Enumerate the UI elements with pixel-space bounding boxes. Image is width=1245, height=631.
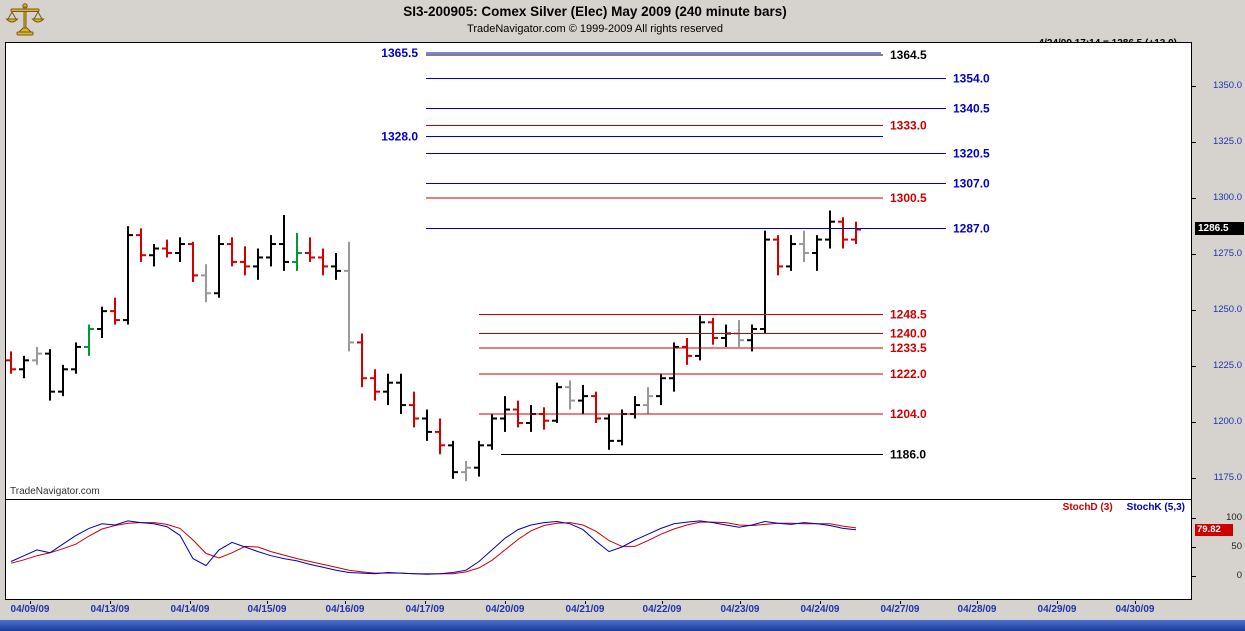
price-axis-label: 1350.0 xyxy=(1212,80,1242,92)
stochastic-lines xyxy=(10,520,857,575)
price-axis-label: 1250.0 xyxy=(1212,304,1242,316)
stoch-axis-tick xyxy=(1192,547,1196,548)
price-axis-label: 1300.0 xyxy=(1212,192,1242,204)
price-axis-tick xyxy=(1192,142,1196,144)
price-axis-label: 1225.0 xyxy=(1212,360,1242,372)
date-axis-tick xyxy=(1057,601,1058,604)
date-axis-tick xyxy=(190,601,191,604)
date-axis-label: 04/15/09 xyxy=(247,604,287,615)
price-axis-label: 1325.0 xyxy=(1212,136,1242,148)
stoch-axis-label: 0 xyxy=(1236,570,1242,581)
date-axis-tick xyxy=(505,601,506,604)
price-chart-canvas[interactable]: 1365.5 1364.5 1354.0 1340.5 1333.0 1328.0 1320… xyxy=(6,43,1191,499)
svg-text:1248.5: 1248.5 xyxy=(890,307,927,321)
date-axis-label: 04/17/09 xyxy=(405,604,445,615)
svg-text:1333.0: 1333.0 xyxy=(890,119,927,133)
date-axis-label: 04/16/09 xyxy=(325,604,365,615)
date-axis-tick xyxy=(662,601,663,604)
stochd-legend-label: StochD (3) xyxy=(1062,502,1113,513)
date-axis-tick xyxy=(267,601,268,604)
stoch-axis-label: 50 xyxy=(1231,541,1242,552)
stoch-axis-tick xyxy=(1192,518,1196,519)
date-axis-tick xyxy=(345,601,346,604)
stoch-value-badge: 79.82 xyxy=(1195,524,1233,536)
date-axis-label: 04/21/09 xyxy=(565,604,605,615)
trade-navigator-logo-icon xyxy=(5,3,45,36)
date-axis-label: 04/22/09 xyxy=(642,604,682,615)
stochastic-canvas[interactable] xyxy=(6,500,1191,599)
svg-text:1328.0: 1328.0 xyxy=(381,130,418,144)
price-axis-tick xyxy=(1192,198,1196,200)
svg-text:1204.0: 1204.0 xyxy=(890,407,927,421)
date-axis-tick xyxy=(425,601,426,604)
svg-text:1287.0: 1287.0 xyxy=(953,221,990,235)
price-axis-label: 1175.0 xyxy=(1213,471,1242,483)
date-axis-label: 04/29/09 xyxy=(1037,604,1077,615)
chart-subtitle: TradeNavigator.com © 1999-2009 All right… xyxy=(467,23,723,35)
price-axis-tick xyxy=(1192,86,1196,88)
date-axis-label: 04/28/09 xyxy=(957,604,997,615)
price-axis-label: 1200.0 xyxy=(1212,415,1242,427)
date-axis-tick xyxy=(110,601,111,604)
date-axis-label: 04/23/09 xyxy=(720,604,760,615)
stoch-axis-tick xyxy=(1192,576,1196,577)
svg-text:1300.5: 1300.5 xyxy=(890,191,927,205)
price-axis-tick xyxy=(1192,477,1196,479)
svg-text:1240.0: 1240.0 xyxy=(890,327,927,341)
date-axis-label: 04/20/09 xyxy=(485,604,525,615)
date-axis-label: 04/13/09 xyxy=(90,604,130,615)
price-chart-panel[interactable]: 1365.5 1364.5 1354.0 1340.5 1333.0 1328.0 1320… xyxy=(5,42,1192,500)
date-axis-tick xyxy=(977,601,978,604)
stochk-legend-label: StochK (5,3) xyxy=(1126,502,1185,513)
watermark: TradeNavigator.com xyxy=(10,486,100,497)
date-axis-tick xyxy=(900,601,901,604)
price-axis-tick xyxy=(1192,421,1196,423)
svg-text:1320.5: 1320.5 xyxy=(953,146,990,160)
date-axis-label: 04/27/09 xyxy=(880,604,920,615)
date-axis-label: 04/30/09 xyxy=(1115,604,1155,615)
svg-text:1186.0: 1186.0 xyxy=(890,447,926,461)
date-axis-tick xyxy=(30,601,31,604)
price-axis-tick xyxy=(1192,254,1196,256)
date-axis-label: 04/09/09 xyxy=(10,604,50,615)
ohlc-bars xyxy=(6,210,861,482)
date-axis-label: 04/14/09 xyxy=(170,604,210,615)
svg-text:1307.0: 1307.0 xyxy=(953,177,990,191)
price-axis-label: 1275.0 xyxy=(1212,248,1242,260)
svg-text:1340.5: 1340.5 xyxy=(953,102,990,116)
date-axis-tick xyxy=(820,601,821,604)
svg-text:1222.0: 1222.0 xyxy=(890,367,927,381)
svg-text:1233.5: 1233.5 xyxy=(890,341,927,355)
support-resistance-lines xyxy=(426,52,946,455)
date-axis-label: 04/24/09 xyxy=(800,604,840,615)
date-axis-tick xyxy=(585,601,586,604)
last-price-badge: 1286.5 xyxy=(1195,222,1244,235)
date-axis[interactable]: 04/09/09 04/13/09 04/14/09 04/15/09 04/16/09… xyxy=(0,600,1192,620)
price-axis[interactable]: 1286.5 79.82 1350.0 1325.0 1300.0 1275.0 125… xyxy=(1192,0,1245,631)
price-axis-tick xyxy=(1192,310,1196,312)
price-axis-tick xyxy=(1192,366,1196,368)
svg-text:1364.5: 1364.5 xyxy=(890,48,927,62)
level-price-labels: 1365.5 1364.5 1354.0 1340.5 1333.0 1328.0 1320… xyxy=(381,46,990,461)
stoch-axis-label: 100 xyxy=(1226,512,1242,523)
stochastic-legend: StochD (3) StochK (5,3) xyxy=(1063,502,1185,513)
svg-text:1365.5: 1365.5 xyxy=(381,46,418,60)
date-axis-tick xyxy=(740,601,741,604)
svg-text:1354.0: 1354.0 xyxy=(953,72,990,86)
date-axis-tick xyxy=(1135,601,1136,604)
chart-title: SI3-200905: Comex Silver (Elec) May 2009… xyxy=(403,4,787,19)
stochastic-panel[interactable]: StochD (3) StochK (5,3) xyxy=(5,500,1192,600)
bottom-blue-bar xyxy=(0,620,1245,631)
